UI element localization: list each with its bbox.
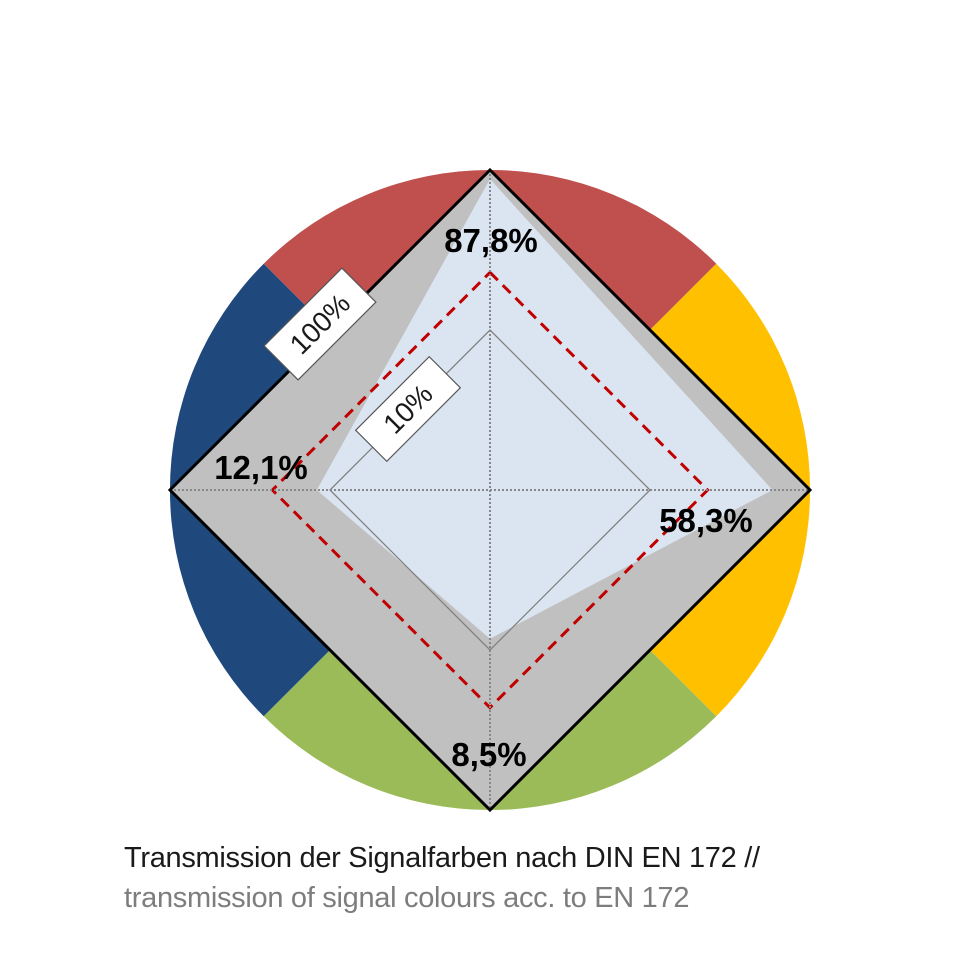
value-label-green: 8,5%	[451, 736, 526, 773]
transmission-area	[316, 179, 773, 639]
ring-100-percent	[167, 167, 813, 813]
radar-chart: 100% 10% 87,8% 58,3% 8,5% 12,1%	[167, 167, 813, 813]
value-label-red: 87,8%	[444, 222, 538, 259]
caption-german: Transmission der Signalfarben nach DIN E…	[124, 842, 760, 874]
value-label-blue: 12,1%	[214, 449, 308, 486]
value-label-yellow: 58,3%	[659, 502, 753, 539]
caption-english: transmission of signal colours acc. to E…	[124, 882, 690, 914]
